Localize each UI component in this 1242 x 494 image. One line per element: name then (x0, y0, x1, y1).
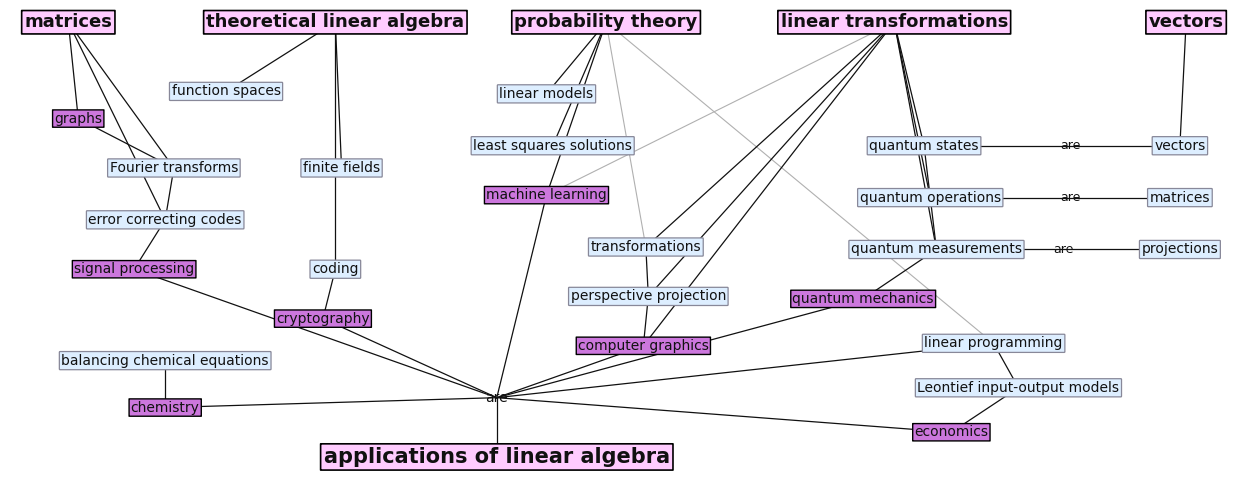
Text: cryptography: cryptography (276, 312, 370, 326)
Text: are: are (1061, 191, 1081, 204)
Text: graphs: graphs (55, 112, 102, 125)
Text: Fourier transforms: Fourier transforms (109, 161, 238, 175)
Text: quantum mechanics: quantum mechanics (792, 292, 934, 306)
Text: coding: coding (312, 262, 359, 276)
Text: economics: economics (914, 425, 989, 439)
Text: probability theory: probability theory (514, 13, 698, 31)
Text: least squares solutions: least squares solutions (473, 139, 632, 153)
Text: are: are (1053, 243, 1073, 256)
Text: quantum operations: quantum operations (859, 191, 1001, 205)
Text: projections: projections (1141, 243, 1218, 256)
Text: computer graphics: computer graphics (578, 339, 709, 353)
Text: vectors: vectors (1149, 13, 1223, 31)
Text: balancing chemical equations: balancing chemical equations (61, 354, 270, 368)
Text: matrices: matrices (1150, 191, 1210, 205)
Text: are: are (1061, 139, 1081, 152)
Text: machine learning: machine learning (486, 188, 607, 202)
Text: signal processing: signal processing (75, 262, 194, 276)
Text: linear transformations: linear transformations (780, 13, 1009, 31)
Text: function spaces: function spaces (171, 84, 281, 98)
Text: linear models: linear models (499, 87, 594, 101)
Text: linear programming: linear programming (924, 336, 1063, 350)
Text: Leontief input-output models: Leontief input-output models (918, 381, 1119, 395)
Text: finite fields: finite fields (303, 161, 380, 175)
Text: error correcting codes: error correcting codes (88, 213, 242, 227)
Text: transformations: transformations (590, 240, 702, 254)
Text: quantum measurements: quantum measurements (851, 243, 1022, 256)
Text: are: are (486, 391, 508, 405)
Text: perspective projection: perspective projection (570, 289, 727, 303)
Text: vectors: vectors (1154, 139, 1206, 153)
Text: quantum states: quantum states (869, 139, 979, 153)
Text: chemistry: chemistry (130, 401, 200, 414)
Text: applications of linear algebra: applications of linear algebra (324, 447, 669, 467)
Text: theoretical linear algebra: theoretical linear algebra (206, 13, 465, 31)
Text: matrices: matrices (25, 13, 112, 31)
